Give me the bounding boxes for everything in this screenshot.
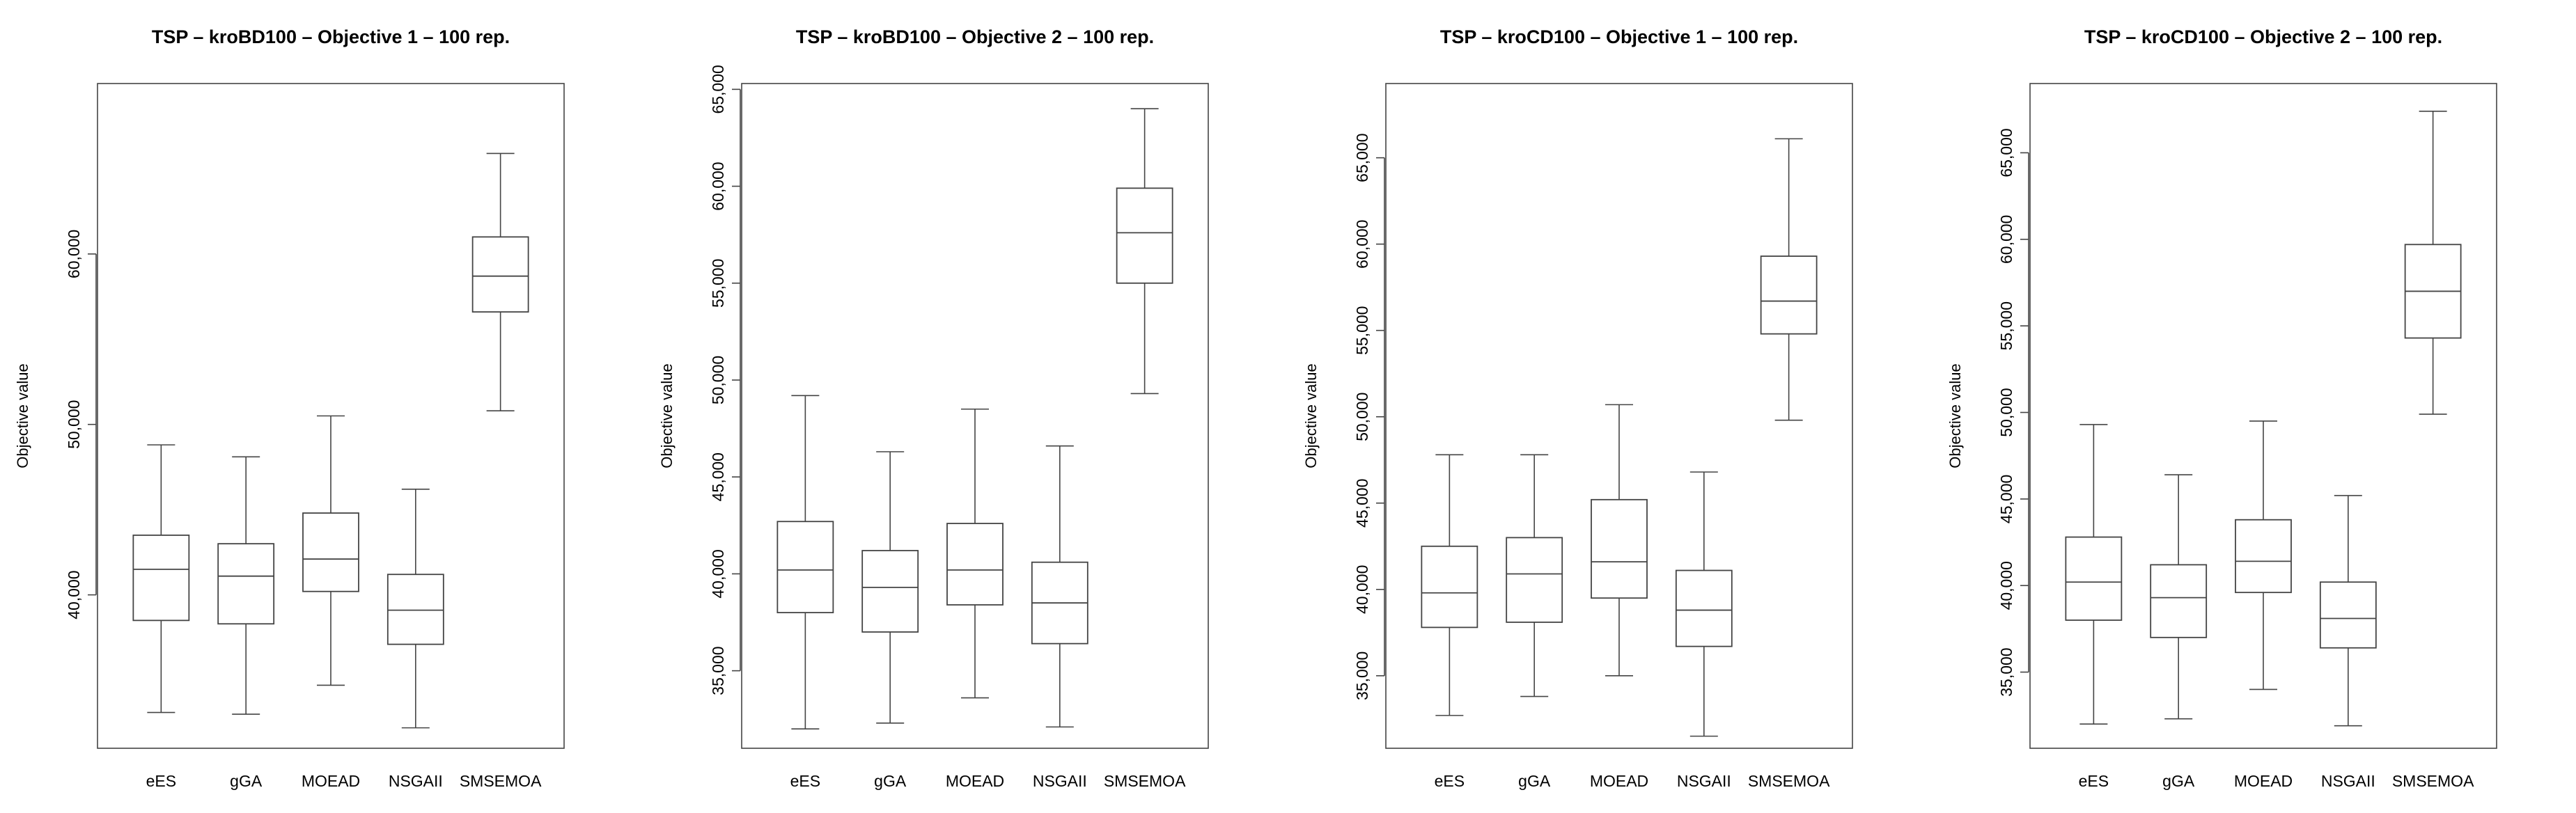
- chart-title: TSP – kroCD100 – Objective 2 – 100 rep.: [2084, 26, 2442, 47]
- boxplot-chart-1: TSP – kroBD100 – Objective 1 – 100 rep. 4…: [14, 26, 565, 790]
- box-iqr: [2319, 581, 2377, 649]
- y-tick-label: 50,000: [709, 356, 727, 404]
- y-tick-label: 45,000: [709, 452, 727, 501]
- box-iqr: [387, 574, 444, 645]
- y-tick-label: 60,000: [709, 161, 727, 210]
- y-tick-label: 40,000: [1997, 561, 2015, 610]
- category-label: eES: [146, 772, 176, 790]
- box-iqr: [217, 543, 275, 625]
- category-label: SMSEMOA: [460, 772, 542, 790]
- plot-frame: [97, 83, 565, 749]
- box-iqr: [471, 236, 529, 313]
- y-tick-label: 55,000: [1997, 301, 2015, 350]
- y-tick-label: 40,000: [709, 549, 727, 598]
- y-tick-label: 35,000: [709, 646, 727, 695]
- box-iqr: [132, 535, 190, 622]
- y-tick-label: 40,000: [1353, 565, 1371, 614]
- y-tick-label: 45,000: [1997, 475, 2015, 523]
- box-iqr: [1116, 187, 1173, 284]
- category-label: NSGAII: [1677, 772, 1731, 790]
- y-axis-title: Objective value: [14, 363, 31, 468]
- category-label: gGA: [1518, 772, 1551, 790]
- box-iqr: [1591, 498, 1648, 599]
- box-iqr: [1675, 569, 1733, 647]
- plot-frame: [2029, 83, 2497, 749]
- boxplot-chart-2: TSP – kroBD100 – Objective 2 – 100 rep. 3…: [658, 26, 1209, 790]
- boxplot-chart-3: TSP – kroCD100 – Objective 1 – 100 rep. 3…: [1302, 26, 1853, 790]
- chart-title: TSP – kroBD100 – Objective 1 – 100 rep.: [152, 26, 510, 47]
- category-label: gGA: [2162, 772, 2195, 790]
- y-tick-label: 35,000: [1997, 647, 2015, 696]
- y-axis-title: Objective value: [1946, 363, 1964, 468]
- category-label: NSGAII: [389, 772, 443, 790]
- box-iqr: [861, 550, 919, 633]
- y-tick-label: 55,000: [1353, 306, 1371, 355]
- y-tick-label: 60,000: [65, 230, 83, 278]
- category-label: NSGAII: [1033, 772, 1087, 790]
- category-label: NSGAII: [2321, 772, 2375, 790]
- y-axis-title: Objective value: [1302, 363, 1320, 468]
- category-label: eES: [1435, 772, 1465, 790]
- plot-frame: [741, 83, 1209, 749]
- category-label: eES: [2079, 772, 2109, 790]
- y-tick-label: 65,000: [1997, 128, 2015, 177]
- box-iqr: [302, 512, 359, 592]
- box-iqr: [2150, 564, 2208, 638]
- y-tick-label: 55,000: [709, 259, 727, 308]
- category-label: eES: [790, 772, 820, 790]
- y-tick-label: 45,000: [1353, 479, 1371, 528]
- boxplot-chart-4: TSP – kroCD100 – Objective 2 – 100 rep. 3…: [1946, 26, 2497, 790]
- chart-title: TSP – kroCD100 – Objective 1 – 100 rep.: [1440, 26, 1798, 47]
- box-iqr: [1760, 255, 1818, 335]
- box-iqr: [1506, 537, 1563, 623]
- category-label: gGA: [230, 772, 263, 790]
- y-tick-label: 40,000: [65, 570, 83, 619]
- box-iqr: [2065, 536, 2123, 621]
- chart-title: TSP – kroBD100 – Objective 2 – 100 rep.: [796, 26, 1154, 47]
- category-label: MOEAD: [1590, 772, 1648, 790]
- box-iqr: [946, 523, 1004, 606]
- category-label: gGA: [874, 772, 907, 790]
- y-tick-label: 50,000: [65, 400, 83, 449]
- box-iqr: [776, 521, 834, 614]
- category-label: MOEAD: [2234, 772, 2293, 790]
- y-tick-label: 50,000: [1353, 393, 1371, 441]
- box-iqr: [1421, 545, 1478, 629]
- category-label: SMSEMOA: [1748, 772, 1830, 790]
- category-label: MOEAD: [946, 772, 1004, 790]
- category-label: SMSEMOA: [2392, 772, 2474, 790]
- plot-frame: [1385, 83, 1853, 749]
- y-tick-label: 60,000: [1997, 215, 2015, 264]
- box-iqr: [2235, 519, 2292, 594]
- y-tick-label: 65,000: [1353, 133, 1371, 182]
- y-tick-label: 65,000: [709, 65, 727, 113]
- category-label: MOEAD: [302, 772, 360, 790]
- y-axis-title: Objective value: [658, 363, 676, 468]
- y-tick-label: 35,000: [1353, 652, 1371, 700]
- y-tick-label: 50,000: [1997, 388, 2015, 436]
- category-label: SMSEMOA: [1104, 772, 1186, 790]
- y-tick-label: 60,000: [1353, 220, 1371, 269]
